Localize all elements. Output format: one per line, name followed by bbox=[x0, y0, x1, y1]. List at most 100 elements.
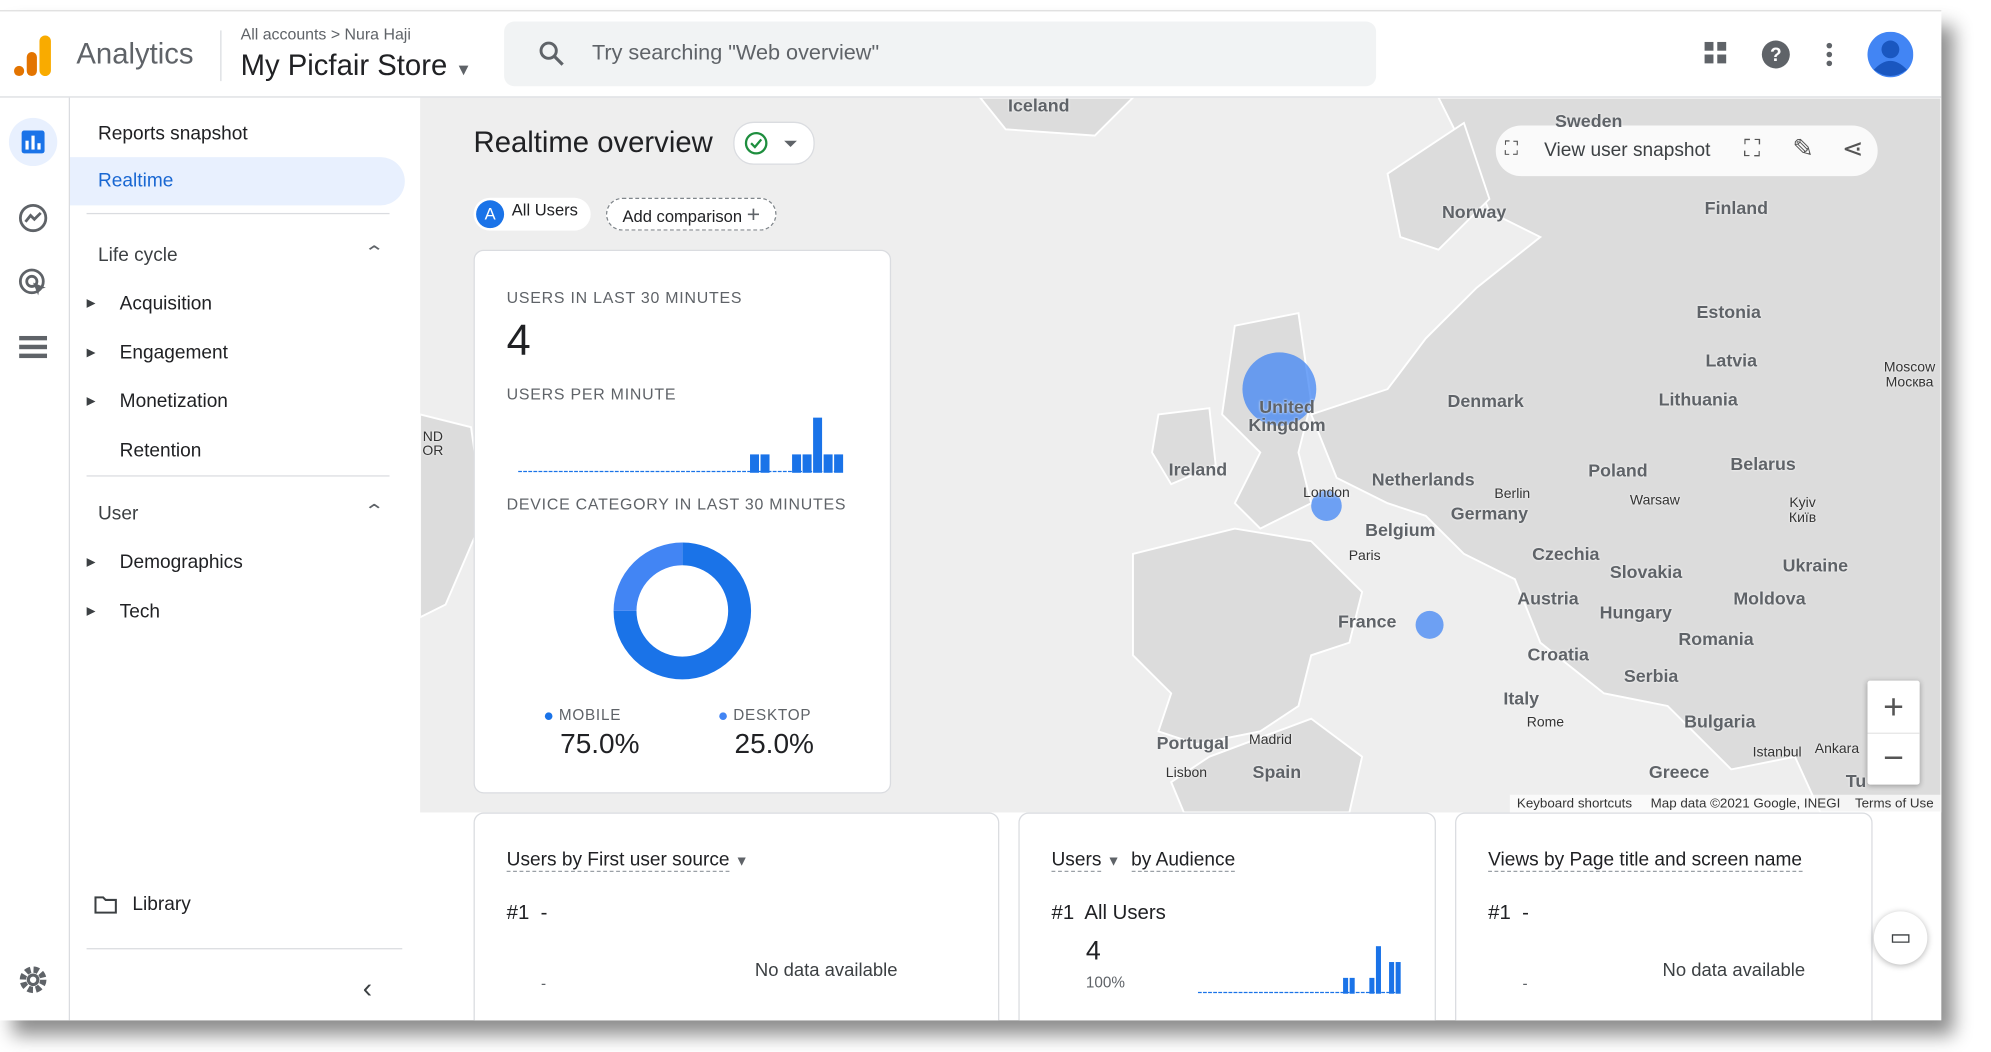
nav-panel: Reports snapshot Realtime Life cycle ⌃ ▶ Ac… bbox=[70, 97, 421, 1021]
map-label: Moldova bbox=[1733, 588, 1806, 609]
map-label: OR bbox=[422, 443, 444, 459]
section-toggle[interactable]: ⌃ bbox=[363, 242, 385, 263]
legend-name: DESKTOP bbox=[719, 706, 811, 724]
breadcrumb-item[interactable]: Nura Haji bbox=[344, 25, 411, 44]
nav-item[interactable]: Engagement bbox=[119, 341, 228, 364]
reports-icon[interactable] bbox=[8, 117, 58, 167]
nav-section-title[interactable]: Life cycle bbox=[98, 244, 178, 267]
fullscreen-button[interactable]: ⛶ bbox=[1744, 135, 1761, 161]
keyboard-shortcuts[interactable]: Keyboard shortcuts bbox=[1516, 795, 1633, 812]
library-link[interactable]: Library bbox=[132, 893, 191, 916]
property-selector[interactable]: My Picfair Store ▼ bbox=[240, 48, 472, 82]
share-button[interactable]: ⋖ bbox=[1842, 135, 1864, 164]
collapse-button[interactable]: ‹ bbox=[362, 972, 373, 1004]
audience-per-minute-chart bbox=[1197, 946, 1402, 994]
rank-value: All Users bbox=[1084, 902, 1166, 925]
map-label: Greece bbox=[1648, 761, 1710, 783]
expand-arrow: ▶ bbox=[86, 345, 96, 359]
map-label: Netherlands bbox=[1371, 468, 1475, 490]
snapshot-icon[interactable]: ⛶ bbox=[1504, 138, 1519, 160]
card-title[interactable]: Users ▼ by Audience bbox=[1051, 849, 1236, 873]
status-dropdown[interactable] bbox=[733, 121, 815, 165]
map-label: Paris bbox=[1348, 548, 1381, 565]
more-icon[interactable] bbox=[1824, 42, 1834, 67]
map-land bbox=[420, 97, 1942, 813]
rank: #1 bbox=[1488, 902, 1511, 925]
card-title-metric[interactable]: Users bbox=[1051, 849, 1102, 873]
nav-item-active[interactable]: Realtime bbox=[70, 157, 405, 206]
nav-item[interactable]: Retention bbox=[119, 439, 202, 461]
map-label: United Kingdom bbox=[1248, 396, 1326, 435]
rank-row: #1 - bbox=[507, 902, 548, 925]
terms-of-use[interactable]: Terms of Use bbox=[1854, 795, 1934, 812]
no-data: No data available bbox=[754, 960, 898, 982]
map-label: Romania bbox=[1678, 628, 1754, 649]
search-box[interactable]: Try searching "Web overview" bbox=[504, 21, 1377, 87]
audience-badge: A bbox=[476, 200, 505, 229]
map-label: ND bbox=[422, 429, 443, 445]
edit-button[interactable]: ✎ bbox=[1792, 135, 1814, 164]
summary-card: USERS IN LAST 30 MINUTES 4 USERS PER MIN… bbox=[473, 249, 892, 794]
map-label: Germany bbox=[1450, 503, 1529, 524]
legend-value: 75.0% bbox=[560, 727, 640, 760]
help-icon[interactable]: ? bbox=[1761, 39, 1792, 69]
divider bbox=[86, 212, 390, 215]
map-label: Norway bbox=[1441, 201, 1507, 222]
map-label: Croatia bbox=[1527, 643, 1589, 665]
section-toggle[interactable]: ⌃ bbox=[363, 500, 385, 521]
users-value: 4 bbox=[506, 316, 531, 366]
map-label: Belgium bbox=[1365, 519, 1436, 540]
bar bbox=[823, 454, 833, 473]
nav-item[interactable]: Monetization bbox=[119, 390, 228, 412]
zoom-in[interactable]: + bbox=[1883, 686, 1904, 727]
map-label: Latvia bbox=[1705, 349, 1758, 371]
users-label: USERS IN LAST 30 MINUTES bbox=[506, 288, 743, 307]
feedback-button[interactable]: ▭ bbox=[1873, 911, 1928, 965]
per-minute-label: USERS PER MINUTE bbox=[506, 385, 677, 404]
map-label: Poland bbox=[1588, 460, 1648, 481]
map-label: Moscow bbox=[1883, 359, 1936, 376]
rank-value: - bbox=[540, 902, 548, 925]
search-icon bbox=[539, 41, 564, 66]
legend-dot bbox=[719, 712, 727, 720]
map-label: Kyiv bbox=[1789, 495, 1816, 511]
map-label: Warsaw bbox=[1629, 493, 1680, 509]
avatar[interactable] bbox=[1867, 31, 1914, 78]
apps-icon[interactable] bbox=[1704, 41, 1728, 65]
analytics-logo bbox=[14, 35, 51, 77]
map-label: Ukraine bbox=[1782, 555, 1848, 576]
map-label: Istanbul bbox=[1752, 745, 1802, 761]
device-label: DEVICE CATEGORY IN LAST 30 MINUTES bbox=[506, 495, 847, 514]
settings-icon[interactable] bbox=[18, 965, 49, 995]
bar bbox=[813, 417, 823, 473]
map-label: Spain bbox=[1252, 761, 1302, 783]
map-attribution: Map data ©2021 Google, INEGI bbox=[1650, 795, 1841, 812]
zoom-control: + − bbox=[1867, 680, 1920, 786]
divider bbox=[220, 30, 222, 82]
add-comparison[interactable]: Add comparison + bbox=[605, 197, 777, 231]
bar bbox=[1343, 977, 1349, 994]
nav-item[interactable]: Acquisition bbox=[119, 292, 213, 315]
audience-name: All Users bbox=[511, 200, 578, 220]
map-label: Ankara bbox=[1814, 741, 1860, 757]
nav-item[interactable]: Tech bbox=[119, 600, 161, 622]
explore-icon[interactable] bbox=[18, 203, 49, 233]
nav-section-title[interactable]: User bbox=[98, 503, 139, 525]
breadcrumb-item[interactable]: All accounts bbox=[240, 25, 327, 44]
divider bbox=[86, 948, 403, 950]
breadcrumb[interactable]: All accounts > Nura Haji bbox=[240, 25, 411, 44]
configure-icon[interactable] bbox=[19, 335, 48, 359]
card-title[interactable]: Views by Page title and screen name bbox=[1488, 849, 1802, 873]
card-title[interactable]: Users by First user source ▼ bbox=[506, 849, 749, 873]
nav-item[interactable]: Reports snapshot bbox=[98, 122, 248, 145]
advertising-icon[interactable] bbox=[18, 267, 49, 297]
zoom-out[interactable]: − bbox=[1867, 732, 1920, 786]
property-name: My Picfair Store bbox=[240, 48, 448, 82]
view-user-snapshot[interactable]: View user snapshot bbox=[1544, 139, 1711, 161]
audience-chip[interactable]: A All Users bbox=[473, 197, 591, 231]
nav-item[interactable]: Demographics bbox=[119, 551, 243, 573]
bar bbox=[1375, 946, 1381, 994]
row-value: - bbox=[1522, 974, 1528, 993]
views-card: Views by Page title and screen name #1 -… bbox=[1455, 812, 1873, 1021]
card-title-text: by Audience bbox=[1131, 849, 1236, 873]
